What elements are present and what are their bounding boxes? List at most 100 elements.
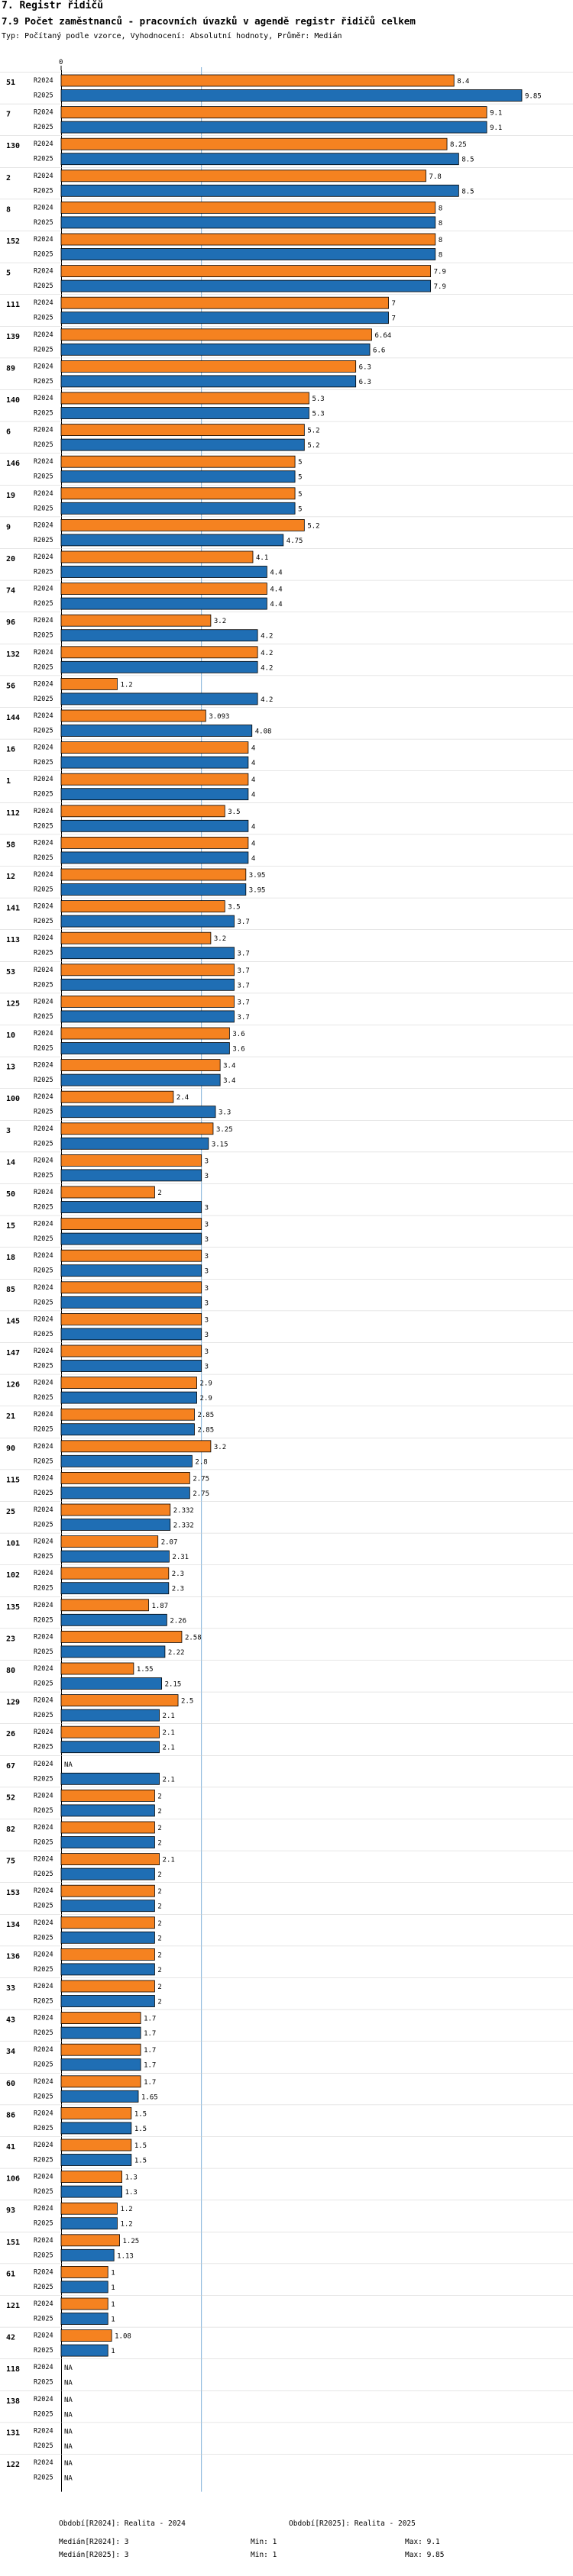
series-label: R2024 [34,2459,53,2467]
bar-r2025 [60,470,296,483]
group-id-label: 15 [6,1222,15,1231]
data-label: 5.3 [312,411,324,418]
series-label: R2025 [34,1966,53,1974]
group-id-label: 126 [6,1381,20,1390]
data-label: 1.7 [144,2016,156,2023]
series-label: R2024 [34,2427,53,2435]
bar-r2024 [60,1122,214,1135]
series-label: R2025 [34,505,53,512]
group-id-label: 139 [6,333,20,341]
data-label: NA [64,2411,73,2419]
bar-r2024 [60,1916,155,1929]
group-id-label: 111 [6,301,20,309]
series-label: R2024 [34,2300,53,2308]
data-label: 2 [157,1920,161,1928]
data-label: 2.22 [168,1649,185,1657]
group-id-label: 7 [6,111,11,119]
bar-r2024 [60,360,357,373]
bar-r2024 [60,1249,202,1262]
bar-r2025 [60,121,487,134]
series-label: R2025 [34,92,53,100]
bar-r2024 [60,1725,160,1738]
data-label: 4 [251,823,255,831]
data-label: 8 [439,237,442,244]
bar-r2024 [60,1377,197,1389]
data-label: 1.5 [134,2126,147,2133]
data-label: 2 [157,1888,161,1896]
bar-r2025 [60,597,267,610]
bar-r2025 [60,407,309,419]
bar-r2025 [60,883,247,896]
bar-r2025 [60,2090,139,2103]
series-label: R2025 [34,2316,53,2323]
data-label: 3 [205,1236,209,1244]
bar-r2025 [60,788,249,801]
series-label: R2024 [34,1062,53,1070]
bar-r2025 [60,502,296,515]
bar-r2024 [60,1853,160,1866]
data-label: 2.5 [181,1698,193,1706]
section-title: 7. Registr řidičů [2,0,104,11]
group-id-label: 56 [6,682,15,690]
bar-r2024 [60,1281,202,1294]
bar-r2024 [60,931,212,944]
bar-r2025 [60,1804,155,1817]
data-label: 2.26 [170,1617,186,1625]
bar-r2024 [60,296,389,309]
group-id-label: 153 [6,1889,20,1897]
data-label: 1 [111,2348,115,2355]
group-id-label: 146 [6,460,20,468]
bar-r2024 [60,1186,155,1199]
series-label: R2024 [34,808,53,815]
footer-median-2024: Medián[R2024]: 3 [59,2538,129,2546]
series-label: R2024 [34,1411,53,1419]
group-id-label: 141 [6,905,20,913]
bar-r2024 [60,392,309,405]
bar-r2025 [60,1582,170,1595]
bar-r2024 [60,2234,120,2247]
series-label: R2025 [34,378,53,386]
bar-r2025 [60,1645,166,1658]
series-label: R2024 [34,1951,53,1958]
data-label: 4 [251,745,255,753]
series-label: R2024 [34,458,53,466]
bar-r2024 [60,1503,171,1516]
group-id-label: 90 [6,1445,15,1453]
bar-r2025 [60,692,258,705]
data-label: 1 [111,2301,115,2309]
data-label: 1.65 [141,2093,158,2101]
data-label: 3.093 [209,713,229,721]
series-label: R2025 [34,1172,53,1180]
series-label: R2024 [34,1919,53,1927]
bar-r2024 [60,2139,132,2152]
data-label: 2.85 [197,1412,214,1419]
data-label: 2.9 [200,1395,212,1403]
bar-r2025 [60,947,235,960]
data-label: 2 [157,1951,161,1959]
bar-r2025 [60,1169,202,1182]
series-label: R2025 [34,1235,53,1243]
group-id-label: 25 [6,1508,15,1516]
bar-r2024 [60,169,426,182]
bar-r2025 [60,184,459,197]
group-id-label: 152 [6,237,20,246]
series-label: R2024 [34,204,53,211]
data-label: 3.7 [238,951,250,958]
data-label: NA [64,2460,73,2468]
series-label: R2025 [34,696,53,703]
bar-r2024 [60,964,235,976]
bar-r2024 [60,233,436,246]
data-label: 3 [205,1253,209,1261]
bar-r2025 [60,915,235,928]
data-label: 3.25 [216,1126,233,1134]
data-label: 5.2 [307,428,319,435]
bar-r2025 [60,851,249,864]
series-label: R2025 [34,1934,53,1942]
data-label: 3.4 [223,1063,235,1070]
series-label: R2024 [34,363,53,370]
series-label: R2024 [34,1506,53,1514]
data-label: NA [64,2443,73,2451]
data-label: 3.95 [249,887,266,895]
series-label: R2024 [34,1348,53,1355]
group-id-label: 130 [6,142,20,150]
